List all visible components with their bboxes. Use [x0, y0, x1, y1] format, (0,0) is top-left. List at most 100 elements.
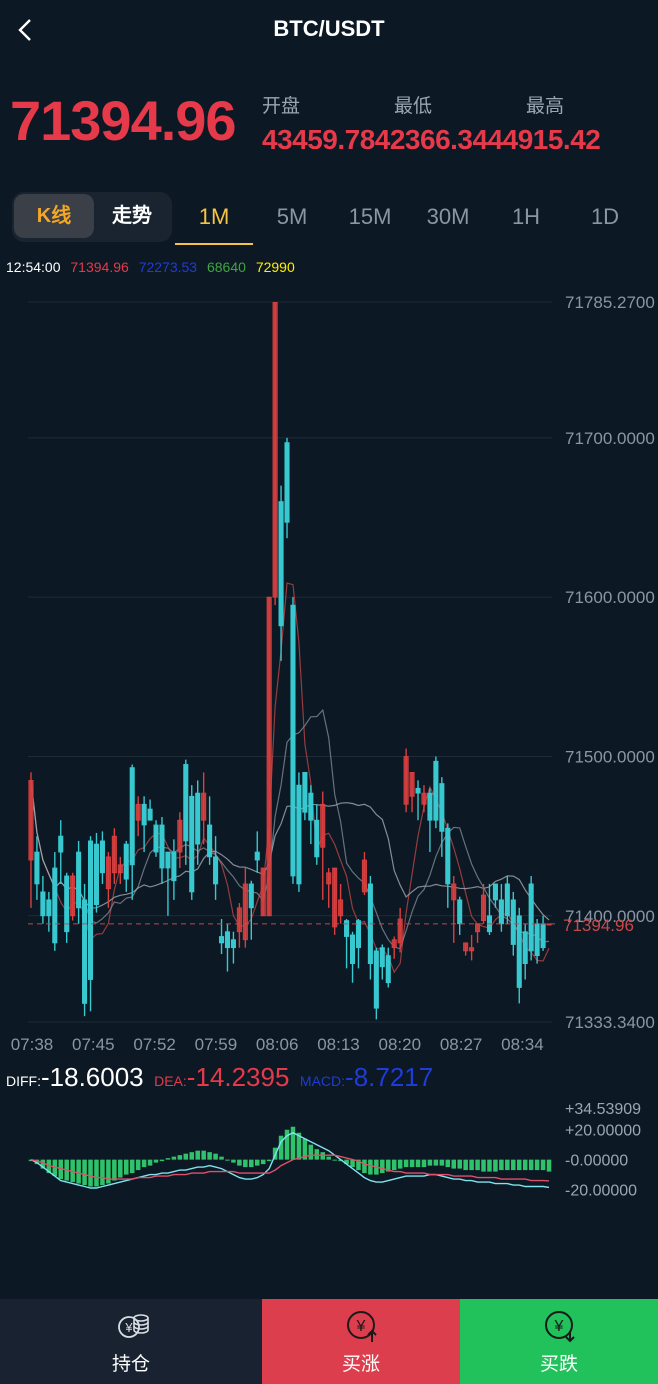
macd-histogram-bar	[94, 1159, 99, 1187]
macd-histogram-bar	[421, 1159, 427, 1168]
macd-histogram-bar	[207, 1152, 212, 1160]
macd-histogram-bar	[403, 1159, 409, 1168]
macd-histogram-bar	[499, 1159, 504, 1171]
macd-histogram-bar	[546, 1159, 552, 1172]
x-tick-label: 07:45	[72, 1035, 115, 1054]
candle	[433, 756, 439, 829]
positions-button[interactable]: ¥ 持仓	[0, 1299, 262, 1384]
period-tab-15m[interactable]: 15M	[348, 204, 392, 229]
macd-histogram-bar	[427, 1159, 433, 1166]
macd-histogram-bar	[266, 1159, 272, 1162]
y-tick-label: 71785.2700	[565, 293, 655, 312]
period-tab-1m[interactable]: 1M	[198, 204, 230, 229]
period-tab-5m[interactable]: 5M	[276, 204, 308, 229]
candle	[379, 944, 385, 980]
period-tab-1d[interactable]: 1D	[590, 204, 620, 229]
macd-histogram-bar	[522, 1159, 528, 1171]
macd-histogram-bar	[219, 1156, 224, 1160]
candle	[427, 788, 433, 853]
candle	[326, 868, 332, 908]
candle	[236, 903, 242, 948]
diff-value: -18.6003	[41, 1062, 144, 1092]
macd-histogram-bar	[350, 1159, 355, 1168]
yen-down-icon: ¥	[545, 1311, 575, 1343]
macd-histogram-bar	[118, 1159, 123, 1178]
candle	[93, 832, 100, 913]
candle	[171, 839, 177, 900]
candle	[480, 883, 487, 924]
candle	[332, 867, 338, 935]
candle	[135, 796, 141, 837]
dea-value: -14.2395	[186, 1062, 290, 1092]
info-value-3: 68640	[206, 259, 246, 275]
candle	[391, 936, 397, 959]
macd-chart[interactable]: +34.53909 +20.00000 -0.00000 -20.00000	[0, 1098, 658, 1208]
info-time: 12:54:00	[6, 259, 61, 275]
candlestick-chart[interactable]: 71785.2700 71700.0000 71600.0000 71500.0000…	[0, 280, 658, 1060]
info-value-1: 71394.96	[70, 259, 129, 275]
macd-y-tick-label: -0.00000	[565, 1153, 628, 1170]
x-tick-label: 08:34	[501, 1035, 544, 1054]
macd-histogram-bar	[177, 1155, 183, 1160]
candle	[463, 942, 469, 956]
candle	[415, 780, 421, 821]
macd-histogram-bar	[88, 1159, 93, 1187]
candle	[546, 923, 552, 926]
macd-histogram-bar	[171, 1156, 177, 1160]
candle	[248, 880, 254, 940]
candle	[469, 934, 475, 961]
candle	[439, 777, 445, 857]
candle	[457, 896, 463, 935]
macd-histogram-bar	[397, 1159, 403, 1169]
trend-tab[interactable]: 走势	[112, 205, 152, 227]
macd-histogram-bar	[159, 1159, 165, 1162]
macd-histogram-bar	[540, 1159, 546, 1171]
open-low-high-values: 43459.7842366.3444915.42	[262, 124, 601, 155]
macd-histogram-bar	[52, 1159, 58, 1177]
candle	[373, 947, 379, 1020]
x-tick-label: 08:13	[317, 1035, 360, 1054]
macd-histogram-bar	[225, 1159, 230, 1161]
header-bar: BTC/USDT	[0, 0, 658, 60]
candle	[522, 923, 528, 980]
macd-histogram-bar	[415, 1159, 421, 1168]
candle	[504, 875, 510, 924]
macd-histogram-bar	[231, 1159, 236, 1163]
y-tick-label: 71600.0000	[565, 588, 655, 607]
candle	[403, 748, 409, 813]
svg-text:¥: ¥	[554, 1318, 564, 1335]
macd-histogram-bar	[195, 1150, 200, 1160]
candle	[528, 875, 534, 961]
chart-mode-switch: K线 走势	[12, 192, 172, 242]
candle	[70, 872, 76, 921]
candle	[254, 831, 260, 873]
macd-histogram-bar	[481, 1159, 486, 1172]
current-price-label: 71394.96	[563, 916, 634, 935]
buy-down-button[interactable]: ¥ 买跌	[460, 1299, 658, 1384]
candle	[141, 796, 147, 853]
macd-y-tick-label: -20.00000	[565, 1183, 637, 1200]
period-tab-1h[interactable]: 1H	[511, 204, 541, 229]
candle	[177, 812, 183, 869]
diff-label: DIFF:	[6, 1073, 41, 1089]
kline-tab[interactable]: K线	[14, 194, 94, 238]
candle	[201, 772, 207, 845]
candle	[349, 931, 356, 983]
buy-up-button[interactable]: ¥ 买涨	[262, 1299, 460, 1384]
period-tab-30m[interactable]: 30M	[426, 204, 470, 229]
y-tick-label: 71333.3400	[565, 1013, 655, 1032]
candle	[111, 828, 117, 884]
x-tick-label: 08:06	[256, 1035, 299, 1054]
candle	[28, 772, 34, 908]
macd-histogram-bar	[445, 1159, 451, 1168]
macd-histogram-bar	[439, 1159, 445, 1166]
candle	[242, 868, 248, 948]
high-label: 最高	[526, 96, 565, 117]
x-tick-label: 07:59	[195, 1035, 238, 1054]
back-arrow-icon[interactable]	[14, 16, 38, 44]
buy-up-label: 买涨	[341, 1354, 380, 1375]
buy-down-label: 买跌	[539, 1354, 578, 1375]
moving-average-line	[30, 708, 550, 950]
candle	[278, 485, 284, 661]
candle	[421, 785, 427, 813]
